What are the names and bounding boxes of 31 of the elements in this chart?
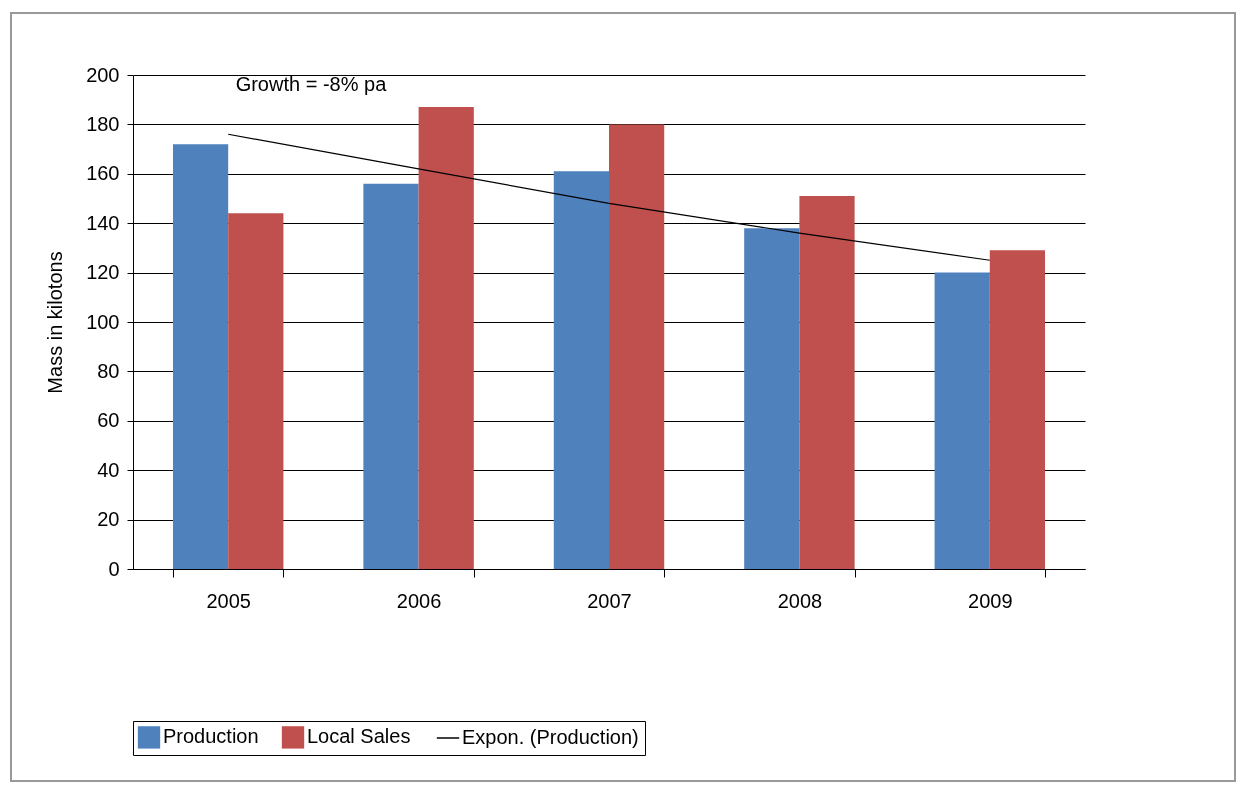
x-tick-label: 2007 [587, 589, 632, 612]
annotation: Growth = -8% pa [235, 73, 388, 95]
bar [172, 144, 229, 569]
x-tick-label: 2008 [777, 589, 823, 612]
y-axis-title: Mass in kilotons [44, 251, 67, 394]
y-tick-label: 180 [86, 112, 120, 135]
x-tick-label: 2009 [968, 589, 1013, 612]
y-tick-label: 160 [86, 162, 120, 185]
x-tick-label: 2006 [396, 589, 442, 612]
y-tick-label: 120 [86, 261, 120, 284]
y-tick-label: 20 [97, 508, 120, 531]
x-tick-label: 2005 [206, 589, 251, 612]
y-tick-label: 200 [86, 63, 120, 86]
bar [744, 228, 800, 569]
bar [418, 107, 474, 569]
bar [609, 124, 665, 569]
legend-label: Expon. (Production) [462, 726, 639, 748]
bar [553, 171, 609, 569]
y-tick-label: 40 [97, 458, 120, 481]
bar [934, 272, 990, 569]
y-tick-label: 60 [97, 409, 120, 432]
bar [363, 183, 419, 569]
legend-label: Production [163, 725, 259, 748]
legend-label: Local Sales [307, 725, 411, 748]
y-tick-label: 100 [86, 310, 120, 333]
y-tick-label: 80 [97, 359, 120, 382]
bar [989, 250, 1046, 569]
y-tick-label: 140 [86, 211, 120, 234]
bar [799, 196, 855, 569]
bar [228, 213, 284, 569]
y-tick-label: 0 [108, 557, 120, 580]
